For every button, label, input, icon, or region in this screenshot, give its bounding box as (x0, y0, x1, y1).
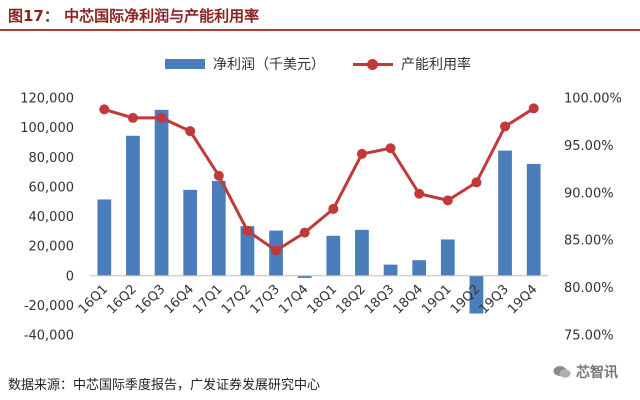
bar (297, 275, 312, 278)
figure-title: 图17： 中芯国际净利润与产能利用率 (8, 7, 260, 25)
utilization-line (103, 107, 535, 253)
title-rule (0, 29, 640, 31)
legend-line-marker (367, 59, 378, 70)
y-right-tick-label: 95.00% (564, 139, 614, 154)
line-point (185, 126, 196, 137)
bar (440, 239, 455, 276)
x-tick-label: 17Q1 (190, 282, 225, 317)
x-tick-label: 16Q4 (162, 282, 197, 317)
y-left-tick-label: 0 (66, 269, 74, 284)
line-point (242, 225, 253, 236)
legend-item-net-profit: 净利润（千美元） (165, 54, 325, 74)
line-point (500, 121, 511, 132)
bar (526, 163, 541, 276)
y-left-tick-label: 20,000 (29, 240, 75, 255)
y-right-tick-label: 85.00% (564, 234, 614, 249)
legend-line-swatch (353, 58, 393, 70)
watermark-text: 芯智讯 (576, 365, 618, 381)
line-point (156, 112, 167, 123)
bar (211, 180, 226, 276)
legend: 净利润（千美元） 产能利用率 (165, 52, 499, 76)
x-tick-label: 18Q1 (305, 282, 340, 317)
line-point (127, 112, 138, 123)
y-right-tick-label: 90.00% (564, 186, 614, 201)
line-point (385, 143, 396, 154)
bar (498, 150, 512, 276)
legend-label-net-profit: 净利润（千美元） (213, 57, 325, 73)
watermark: 芯智讯 (553, 362, 618, 382)
bar (326, 235, 341, 276)
line-point (414, 188, 425, 199)
bar (183, 189, 198, 276)
y-left-tick-label: -20,000 (24, 299, 74, 314)
bar (383, 264, 398, 276)
x-tick-label: 17Q3 (248, 282, 283, 317)
x-tick-label: 16Q1 (76, 282, 111, 317)
line-point (471, 177, 482, 188)
bar (412, 260, 427, 276)
wechat-icon (553, 366, 571, 378)
line-point (442, 195, 453, 206)
bar (355, 229, 369, 276)
bar (240, 226, 255, 276)
bar (97, 199, 112, 276)
bar (154, 109, 169, 276)
x-tick-label: 19Q1 (419, 282, 454, 317)
y-left-tick-label: -40,000 (24, 329, 74, 344)
y-left-tick-label: 40,000 (29, 210, 75, 225)
x-tick-label: 16Q2 (104, 282, 139, 317)
y-left-tick-label: 80,000 (29, 151, 75, 166)
line-point (328, 203, 339, 214)
legend-item-utilization: 产能利用率 (353, 54, 471, 74)
bar (469, 275, 484, 314)
line-point (299, 227, 310, 238)
y-right-tick-label: 80.00% (564, 281, 614, 296)
y-left-tick-label: 60,000 (29, 180, 75, 195)
line-point (271, 245, 282, 256)
legend-bar-swatch (165, 59, 205, 69)
x-tick-label: 18Q4 (391, 282, 426, 317)
x-tick-label: 16Q3 (133, 282, 168, 317)
y-left-tick-label: 100,000 (20, 121, 74, 136)
bar (126, 135, 140, 276)
figure-header: 图17： 中芯国际净利润与产能利用率 (0, 0, 640, 32)
line-point (213, 170, 224, 181)
y-right-tick-label: 100.00% (564, 92, 622, 107)
legend-label-utilization: 产能利用率 (401, 57, 471, 73)
x-tick-label: 19Q4 (505, 282, 540, 317)
y-left-tick-label: 120,000 (20, 92, 74, 107)
y-right-tick-label: 75.00% (564, 329, 614, 344)
x-tick-label: 18Q3 (362, 282, 397, 317)
line-point (99, 104, 110, 115)
line-point (528, 103, 539, 114)
x-tick-label: 18Q2 (333, 282, 368, 317)
x-tick-label: 17Q2 (219, 282, 254, 317)
source-note: 数据来源：中芯国际季度报告，广发证券发展研究中心 (8, 378, 321, 393)
x-tick-label: 17Q4 (276, 282, 311, 317)
line-point (356, 148, 367, 159)
